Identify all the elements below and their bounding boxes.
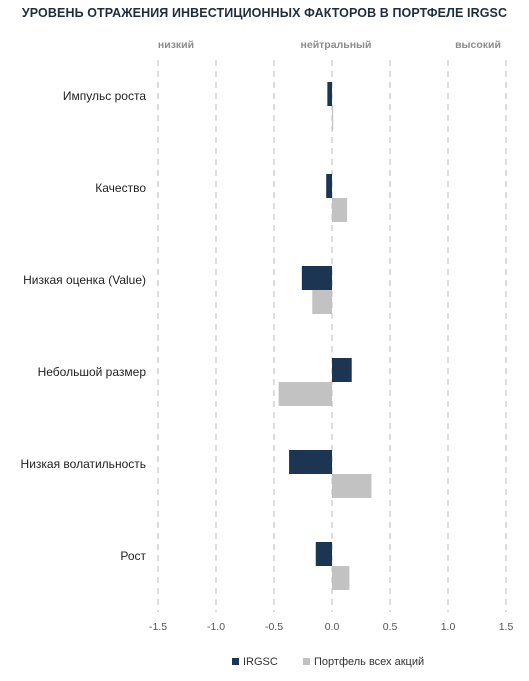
category-label: Рост	[120, 549, 146, 563]
bar-all-stocks	[312, 290, 332, 314]
x-tick-label: -1.0	[207, 621, 225, 633]
legend: IRGSC Портфель всех акций	[232, 656, 424, 668]
bar-irgsc	[327, 82, 332, 106]
bar-all-stocks	[332, 474, 372, 498]
category-labels: Импульс роста Качество Низкая оценка (Valu…	[21, 89, 147, 563]
x-tick-label: 0.0	[325, 621, 340, 633]
legend-swatch	[232, 658, 239, 665]
band-labels: низкий нейтральный высокий	[158, 39, 501, 51]
x-tick-labels: -1.5 -1.0 -0.5 0.0 0.5 1.0 1.5	[149, 621, 513, 633]
x-tick-label: -1.5	[149, 621, 167, 633]
category-label: Качество	[95, 181, 146, 195]
grid-lines	[157, 60, 507, 612]
bar-all-stocks	[278, 382, 332, 406]
x-tick-label: -0.5	[265, 621, 283, 633]
legend-label: IRGSC	[243, 656, 278, 668]
bars	[278, 82, 372, 590]
band-label-neutral: нейтральный	[301, 39, 372, 51]
bar-irgsc	[315, 542, 332, 566]
category-label: Низкая оценка (Value)	[23, 273, 146, 287]
x-tick-label: 0.5	[383, 621, 398, 633]
bar-irgsc	[289, 450, 332, 474]
band-label-high: высокий	[455, 39, 501, 51]
x-tick-label: 1.5	[499, 621, 514, 633]
bar-irgsc	[332, 358, 352, 382]
band-label-low: низкий	[158, 39, 194, 51]
bar-irgsc	[326, 174, 332, 198]
x-tick-label: 1.0	[441, 621, 456, 633]
legend-label: Портфель всех акций	[314, 656, 424, 668]
bar-all-stocks	[332, 106, 334, 130]
bar-irgsc	[301, 266, 332, 290]
category-label: Низкая волатильность	[21, 457, 146, 471]
category-label: Небольшой размер	[38, 365, 147, 379]
category-label: Импульс роста	[63, 89, 146, 103]
bar-all-stocks	[332, 566, 350, 590]
legend-swatch	[303, 658, 310, 665]
chart-title: УРОВЕНЬ ОТРАЖЕНИЯ ИНВЕСТИЦИОННЫХ ФАКТОРО…	[21, 6, 508, 20]
bar-all-stocks	[332, 198, 348, 222]
